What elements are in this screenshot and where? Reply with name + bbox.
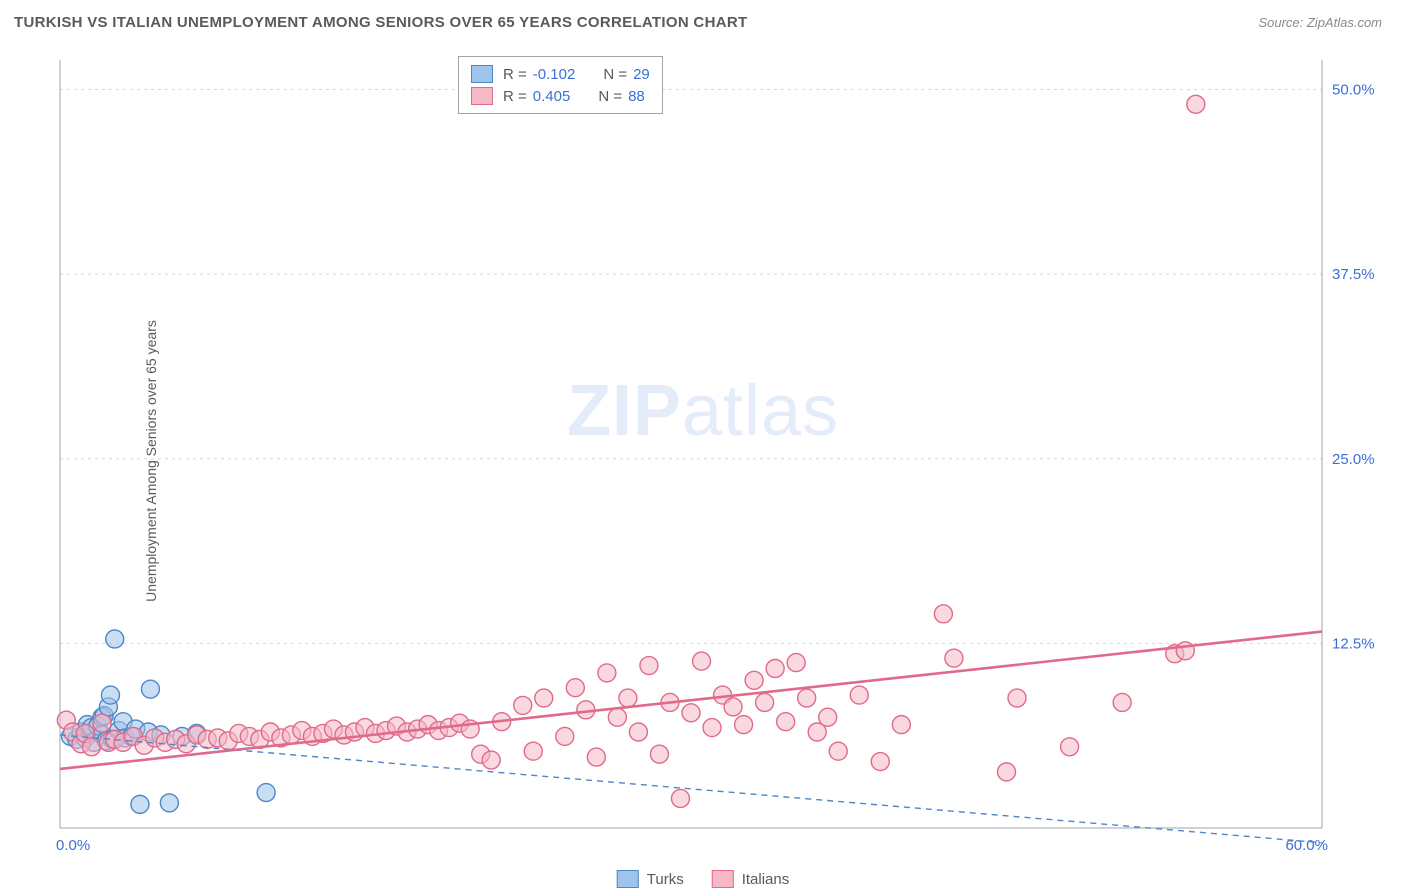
source-label: Source: ZipAtlas.com	[1258, 15, 1382, 30]
data-point	[850, 686, 868, 704]
y-tick-label: 25.0%	[1332, 451, 1375, 468]
n-stat: N =88	[598, 88, 644, 105]
legend-swatch	[617, 870, 639, 888]
legend-row: R =-0.102 N =29	[471, 63, 650, 85]
data-point	[934, 605, 952, 623]
y-axis-label: Unemployment Among Seniors over 65 years	[143, 320, 159, 602]
data-point	[756, 693, 774, 711]
data-point	[1187, 95, 1205, 113]
data-point	[892, 716, 910, 734]
trend-line	[60, 632, 1322, 769]
data-point	[819, 708, 837, 726]
data-point	[535, 689, 553, 707]
data-point	[945, 649, 963, 667]
data-point	[766, 659, 784, 677]
header: TURKISH VS ITALIAN UNEMPLOYMENT AMONG SE…	[0, 0, 1406, 41]
data-point	[131, 795, 149, 813]
data-point	[1008, 689, 1026, 707]
data-point	[619, 689, 637, 707]
data-point	[101, 686, 119, 704]
data-point	[745, 671, 763, 689]
x-tick-label: 0.0%	[56, 837, 90, 854]
data-point	[524, 742, 542, 760]
data-point	[787, 654, 805, 672]
legend-swatch	[712, 870, 734, 888]
correlation-legend: R =-0.102 N =29 R =0.405 N =88	[458, 56, 663, 114]
chart-container: Unemployment Among Seniors over 65 years…	[14, 46, 1392, 876]
data-point	[556, 727, 574, 745]
r-stat: R =-0.102	[503, 66, 575, 83]
series-legend: Turks Italians	[617, 870, 789, 888]
legend-row: R =0.405 N =88	[471, 85, 650, 107]
data-point	[671, 789, 689, 807]
y-tick-label: 50.0%	[1332, 82, 1375, 99]
data-point	[703, 719, 721, 737]
data-point	[93, 714, 111, 732]
legend-swatch	[471, 87, 493, 105]
data-point	[598, 664, 616, 682]
data-point	[1113, 693, 1131, 711]
data-point	[83, 738, 101, 756]
legend-swatch	[471, 65, 493, 83]
y-tick-label: 37.5%	[1332, 266, 1375, 283]
n-stat: N =29	[603, 66, 649, 83]
data-point	[566, 679, 584, 697]
data-point	[871, 753, 889, 771]
data-point	[482, 751, 500, 769]
data-point	[798, 689, 816, 707]
data-point	[160, 794, 178, 812]
data-point	[106, 630, 124, 648]
data-point	[777, 713, 795, 731]
data-point	[693, 652, 711, 670]
scatter-chart: 12.5%25.0%37.5%50.0%0.0%60.0%	[14, 46, 1392, 876]
data-point	[998, 763, 1016, 781]
legend-item: Italians	[712, 870, 790, 888]
data-point	[724, 698, 742, 716]
data-point	[629, 723, 647, 741]
data-point	[640, 657, 658, 675]
r-stat: R =0.405	[503, 88, 570, 105]
data-point	[141, 680, 159, 698]
data-point	[608, 708, 626, 726]
data-point	[829, 742, 847, 760]
y-tick-label: 12.5%	[1332, 635, 1375, 652]
legend-label: Italians	[742, 871, 790, 888]
data-point	[257, 784, 275, 802]
data-point	[1061, 738, 1079, 756]
legend-label: Turks	[647, 871, 684, 888]
data-point	[650, 745, 668, 763]
data-point	[514, 696, 532, 714]
legend-item: Turks	[617, 870, 684, 888]
chart-title: TURKISH VS ITALIAN UNEMPLOYMENT AMONG SE…	[14, 14, 747, 31]
data-point	[587, 748, 605, 766]
data-point	[682, 704, 700, 722]
data-point	[735, 716, 753, 734]
trend-line	[60, 735, 1322, 843]
